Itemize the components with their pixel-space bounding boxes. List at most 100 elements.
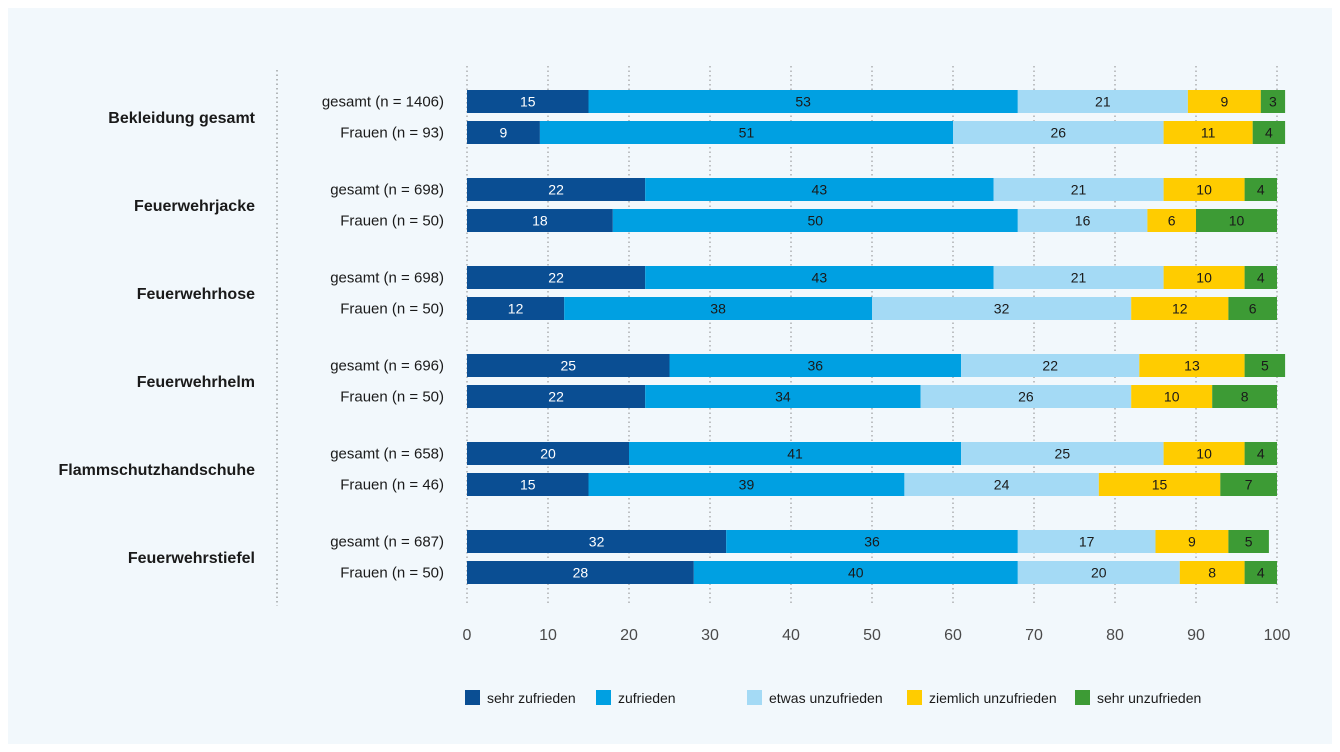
bar-segment <box>1228 297 1277 320</box>
bar-segment <box>467 297 565 320</box>
bar-segment <box>1179 561 1245 584</box>
data-label: 21 <box>1071 270 1087 286</box>
data-label: 15 <box>520 94 536 110</box>
x-tick-label: 20 <box>620 627 638 644</box>
data-label: 16 <box>1075 213 1091 229</box>
data-label: 32 <box>994 301 1010 317</box>
bar-segment <box>993 178 1164 201</box>
group-label: Feuerwehrstiefel <box>128 550 255 567</box>
bar-segment <box>612 209 1018 232</box>
bar-segment <box>1155 530 1229 553</box>
bar-segment <box>467 266 646 289</box>
bar-segment <box>1017 530 1156 553</box>
data-label: 15 <box>1152 477 1168 493</box>
data-label: 28 <box>573 565 589 581</box>
bar-segment <box>953 121 1164 144</box>
group-label: Feuerwehrjacke <box>134 198 255 215</box>
data-label: 4 <box>1257 270 1265 286</box>
data-label: 38 <box>710 301 726 317</box>
bar-segment <box>1017 561 1180 584</box>
data-label: 4 <box>1257 565 1265 581</box>
x-tick-label: 70 <box>1025 627 1043 644</box>
data-label: 9 <box>1220 94 1228 110</box>
bar-segment <box>693 561 1018 584</box>
data-label: 13 <box>1184 358 1200 374</box>
data-label: 20 <box>1091 565 1107 581</box>
row-label: Frauen (n = 46) <box>340 477 444 494</box>
group-label: Bekleidung gesamt <box>108 110 255 127</box>
data-label: 7 <box>1245 477 1253 493</box>
bar-segment <box>726 530 1018 553</box>
bar-segment <box>1196 209 1277 232</box>
data-label: 34 <box>775 389 791 405</box>
row-label: Frauen (n = 50) <box>340 565 444 582</box>
legend-label: zufrieden <box>618 690 676 706</box>
x-tick-label: 40 <box>782 627 800 644</box>
data-label: 22 <box>1042 358 1058 374</box>
row-label: Frauen (n = 50) <box>340 301 444 318</box>
bar-segment <box>961 442 1164 465</box>
data-label: 11 <box>1201 125 1216 141</box>
row-label: Frauen (n = 50) <box>340 389 444 406</box>
data-label: 22 <box>548 270 564 286</box>
bar-segment <box>1131 385 1213 408</box>
data-label: 24 <box>994 477 1010 493</box>
data-label: 39 <box>739 477 755 493</box>
bar-segment <box>1163 266 1245 289</box>
x-tick-label: 100 <box>1264 627 1291 644</box>
bar-segment <box>1017 90 1188 113</box>
data-label: 25 <box>560 358 576 374</box>
data-label: 5 <box>1261 358 1269 374</box>
x-tick-label: 80 <box>1106 627 1124 644</box>
row-label: gesamt (n = 696) <box>330 358 444 375</box>
legend-swatch <box>465 690 480 705</box>
legend-swatch <box>907 690 922 705</box>
bar-segment <box>645 178 994 201</box>
bar-segment <box>467 121 540 144</box>
bar-segment <box>1017 209 1148 232</box>
bar-segment <box>1244 354 1286 377</box>
data-label: 25 <box>1055 446 1071 462</box>
data-label: 43 <box>812 182 828 198</box>
bar-segment <box>467 473 589 496</box>
data-label: 21 <box>1071 182 1087 198</box>
data-label: 20 <box>540 446 556 462</box>
bar-segment <box>645 385 921 408</box>
bar-segment <box>1244 266 1277 289</box>
group-label: Feuerwehrhose <box>137 286 255 303</box>
data-label: 3 <box>1269 94 1277 110</box>
data-label: 32 <box>589 534 605 550</box>
data-label: 8 <box>1241 389 1249 405</box>
data-label: 9 <box>500 125 508 141</box>
bar-segment <box>467 442 629 465</box>
bar-segment <box>467 354 670 377</box>
legend-swatch <box>596 690 611 705</box>
bar-segment <box>993 266 1164 289</box>
bar-segment <box>872 297 1132 320</box>
bar-segment <box>629 442 962 465</box>
data-label: 10 <box>1196 446 1212 462</box>
bar-segment <box>1212 385 1277 408</box>
bar-segment <box>467 530 727 553</box>
bar-segment <box>1098 473 1221 496</box>
bar-segment <box>1187 90 1261 113</box>
data-label: 22 <box>548 389 564 405</box>
bar-segment <box>1163 178 1245 201</box>
data-label: 4 <box>1265 125 1273 141</box>
x-tick-label: 30 <box>701 627 719 644</box>
row-label: gesamt (n = 1406) <box>322 94 444 111</box>
data-label: 26 <box>1018 389 1034 405</box>
data-label: 5 <box>1245 534 1253 550</box>
data-label: 36 <box>864 534 880 550</box>
legend-label: sehr zufrieden <box>487 690 576 706</box>
legend-label: etwas unzufrieden <box>769 690 883 706</box>
data-label: 6 <box>1168 213 1176 229</box>
bar-segment <box>588 90 1018 113</box>
bar-segment <box>1260 90 1286 113</box>
bar-segment <box>564 297 872 320</box>
bar-segment <box>467 209 613 232</box>
bar-segment <box>467 561 694 584</box>
bar-segment <box>467 90 589 113</box>
x-tick-label: 10 <box>539 627 557 644</box>
data-label: 12 <box>508 301 524 317</box>
